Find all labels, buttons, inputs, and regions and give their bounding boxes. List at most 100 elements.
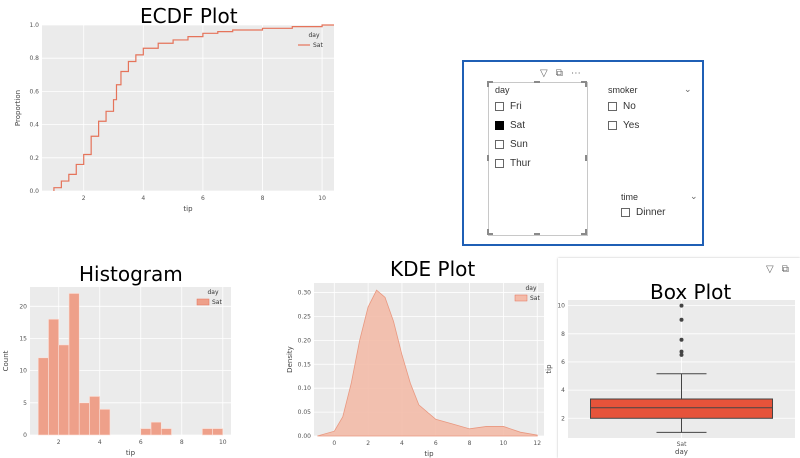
smoker-option-no[interactable]: No <box>608 99 636 113</box>
y-tick-label: 0.00 <box>298 433 312 440</box>
day-option-thur[interactable]: Thur <box>495 156 531 170</box>
plot-background <box>42 25 334 191</box>
y-tick-label: 0.30 <box>298 290 312 297</box>
filter-icon[interactable]: ▽ <box>766 264 774 275</box>
x-tick-label: 2 <box>366 440 370 447</box>
y-tick-label: 0.6 <box>29 88 39 95</box>
x-tick-label: 4 <box>98 439 102 446</box>
y-tick-label: 0 <box>23 432 27 439</box>
y-tick-label: 4 <box>561 387 565 394</box>
chevron-down-icon[interactable]: ⌄ <box>690 191 698 201</box>
resize-handle[interactable] <box>487 81 493 83</box>
y-tick-label: 1.0 <box>29 22 39 29</box>
option-label: Sun <box>510 138 528 150</box>
day-option-fri[interactable]: Fri <box>495 99 522 113</box>
legend-title: day <box>207 289 218 296</box>
x-tick-label: 2 <box>57 439 61 446</box>
x-tick-label: 10 <box>318 195 326 202</box>
x-tick-label: 6 <box>434 440 438 447</box>
checkbox[interactable] <box>608 101 617 111</box>
y-tick-label: 15 <box>19 335 27 342</box>
legend-title: day <box>308 32 319 39</box>
histogram-chart: 2 4 6 8 10 0 5 10 15 20 tip Count day Sat <box>2 287 231 457</box>
y-tick-label: 0.25 <box>298 313 312 320</box>
checkbox[interactable] <box>495 139 504 149</box>
y-axis-label: Count <box>2 350 10 371</box>
y-tick-label: 0.0 <box>29 188 39 195</box>
smoker-option-yes[interactable]: Yes <box>608 118 639 132</box>
resize-handle[interactable] <box>487 229 489 235</box>
resize-handle[interactable] <box>487 155 489 161</box>
time-option-dinner[interactable]: Dinner <box>621 205 665 219</box>
outlier-point <box>679 337 684 342</box>
y-tick-label: 0.15 <box>298 361 312 368</box>
resize-handle[interactable] <box>534 81 540 83</box>
x-tick-label: 10 <box>500 440 508 447</box>
time-slicer-label: time <box>621 192 639 202</box>
x-tick-label: 10 <box>219 439 227 446</box>
day-option-sun[interactable]: Sun <box>495 137 528 151</box>
option-label: Yes <box>623 119 640 131</box>
x-tick-label: 8 <box>180 439 184 446</box>
histogram-title: Histogram <box>79 262 183 286</box>
y-tick-label: 0.05 <box>298 409 312 416</box>
focus-mode-icon[interactable]: ⧉ <box>781 264 789 275</box>
legend-title: day <box>525 285 536 292</box>
resize-handle[interactable] <box>585 155 587 161</box>
histogram-bar <box>68 293 80 436</box>
x-tick-label: 4 <box>141 195 145 202</box>
histogram-bar <box>212 428 224 436</box>
x-tick-label: 8 <box>261 195 265 202</box>
resize-handle[interactable] <box>585 81 587 87</box>
checkbox[interactable] <box>495 120 504 130</box>
y-tick-label: 10 <box>557 303 565 310</box>
box-plot-title: Box Plot <box>650 280 732 304</box>
outlier-point <box>679 349 684 354</box>
y-axis-label: Density <box>286 346 294 373</box>
box-sat <box>590 398 773 419</box>
resize-handle[interactable] <box>534 233 540 235</box>
x-tick-label: 8 <box>468 440 472 447</box>
y-tick-label: 0.8 <box>29 55 39 62</box>
histogram-bar <box>160 428 172 436</box>
option-label: Sat <box>510 119 526 131</box>
ecdf-title: ECDF Plot <box>140 4 238 28</box>
y-tick-label: 2 <box>561 415 565 422</box>
kde-title: KDE Plot <box>390 257 476 281</box>
ecdf-chart: 2 4 6 8 10 0.0 0.2 0.4 0.6 0.8 1.0 tip Proportion day… <box>14 22 334 213</box>
smoker-slicer-label: smoker <box>608 85 638 95</box>
resize-handle[interactable] <box>585 229 587 235</box>
slicer-visual[interactable]: ▽ ⧉ ⋯ day Fri Sat Sun Thur smoker ⌄ No Y… <box>462 60 704 246</box>
checkbox[interactable] <box>495 101 504 111</box>
resize-handle[interactable] <box>581 81 587 83</box>
x-tick-label: 4 <box>400 440 404 447</box>
x-tick-label: 6 <box>201 195 205 202</box>
y-axis-label: tip <box>545 364 553 374</box>
histogram-bar <box>99 408 111 436</box>
legend-item: Sat <box>212 299 222 306</box>
chevron-down-icon[interactable]: ⌄ <box>684 84 692 94</box>
y-tick-label: 20 <box>19 303 27 310</box>
day-slicer-label: day <box>495 85 510 95</box>
filter-icon[interactable]: ▽ <box>540 68 548 79</box>
x-axis-label: day <box>675 448 688 456</box>
checkbox[interactable] <box>608 120 617 130</box>
day-option-sat[interactable]: Sat <box>495 118 525 132</box>
checkbox[interactable] <box>621 207 630 217</box>
checkbox[interactable] <box>495 158 504 168</box>
y-axis-label: Proportion <box>14 90 22 126</box>
y-tick-label: 5 <box>23 400 27 407</box>
resize-handle[interactable] <box>487 81 489 87</box>
x-tick-label: Sat <box>677 441 687 448</box>
x-tick-label: 0 <box>332 440 336 447</box>
outlier-point <box>679 352 684 357</box>
resize-handle[interactable] <box>581 233 587 235</box>
resize-handle[interactable] <box>487 233 493 235</box>
y-tick-label: 10 <box>19 368 27 375</box>
more-options-icon[interactable]: ⋯ <box>570 68 581 79</box>
option-label: Fri <box>510 100 522 112</box>
legend-swatch <box>514 294 528 302</box>
option-label: No <box>623 100 636 112</box>
focus-mode-icon[interactable]: ⧉ <box>555 68 563 79</box>
